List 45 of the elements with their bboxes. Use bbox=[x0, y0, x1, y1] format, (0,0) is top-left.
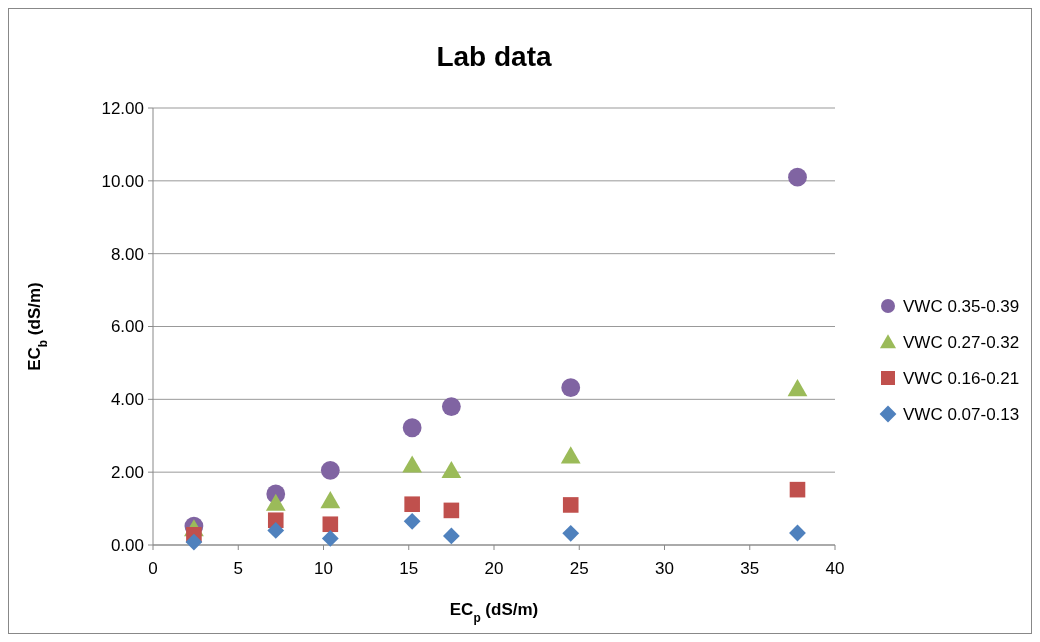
point bbox=[322, 516, 339, 533]
legend-label: VWC 0.35-0.39 bbox=[903, 296, 1020, 316]
x-tick-label: 40 bbox=[825, 559, 845, 578]
y-tick-label: 10.00 bbox=[101, 171, 144, 191]
point bbox=[402, 418, 422, 438]
point bbox=[441, 460, 462, 479]
point bbox=[443, 502, 460, 519]
y-tick-label: 12.00 bbox=[101, 98, 144, 118]
y-tick-label: 2.00 bbox=[110, 463, 144, 483]
point bbox=[562, 497, 579, 513]
y-tick-label: 6.00 bbox=[110, 317, 144, 337]
legend-label: VWC 0.16-0.21 bbox=[903, 368, 1020, 388]
y-tick-label: 0.00 bbox=[110, 535, 144, 555]
x-tick-label: 5 bbox=[233, 559, 243, 578]
point bbox=[265, 493, 286, 511]
point bbox=[788, 167, 807, 187]
y-tick-label: 8.00 bbox=[110, 244, 144, 264]
point bbox=[321, 530, 339, 547]
x-tick-label: 30 bbox=[655, 559, 674, 578]
point bbox=[789, 524, 806, 542]
point bbox=[562, 524, 580, 542]
x-tick-label: 0 bbox=[148, 559, 158, 578]
x-tick-label: 20 bbox=[484, 559, 504, 578]
x-tick-label: 15 bbox=[399, 559, 419, 578]
x-axis-title: EC$_{p}$ (dS/m) bbox=[449, 600, 539, 625]
point bbox=[185, 533, 203, 551]
point bbox=[404, 496, 420, 513]
x-tick-label: 35 bbox=[740, 559, 760, 578]
point bbox=[403, 512, 421, 530]
point bbox=[267, 522, 285, 539]
point bbox=[320, 491, 341, 509]
chart-title: Lab data bbox=[436, 41, 552, 72]
point bbox=[442, 527, 460, 545]
x-tick-label: 10 bbox=[314, 559, 333, 578]
legend-label: VWC 0.07-0.13 bbox=[903, 404, 1020, 424]
point bbox=[402, 455, 423, 473]
point bbox=[560, 446, 581, 464]
point bbox=[561, 378, 581, 398]
point bbox=[441, 397, 461, 417]
point bbox=[787, 378, 808, 397]
x-tick-label: 25 bbox=[569, 559, 589, 578]
y-tick-label: 4.00 bbox=[110, 390, 144, 410]
point bbox=[320, 460, 340, 480]
point bbox=[789, 481, 806, 498]
legend-label: VWC 0.27-0.32 bbox=[903, 332, 1020, 352]
